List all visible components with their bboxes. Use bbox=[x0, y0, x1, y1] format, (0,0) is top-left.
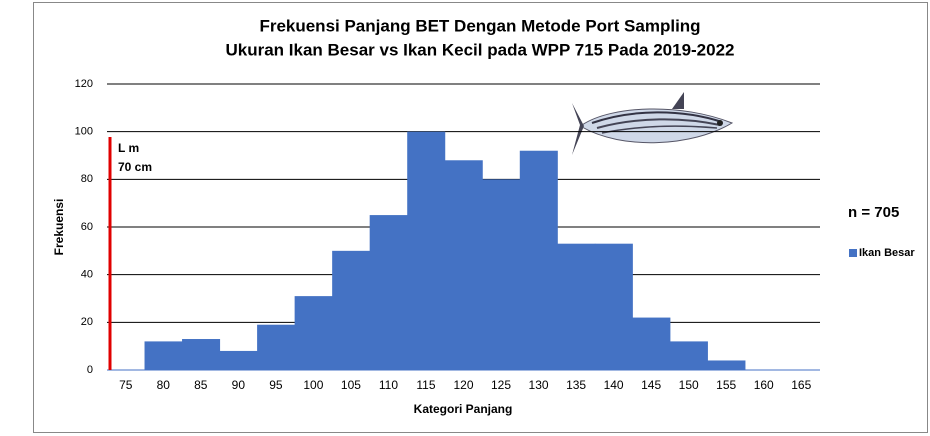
x-tick-label: 125 bbox=[491, 378, 511, 392]
x-tick-label: 135 bbox=[566, 378, 586, 392]
x-tick-label: 85 bbox=[194, 378, 208, 392]
x-tick-label: 75 bbox=[119, 378, 133, 392]
x-tick-label: 90 bbox=[232, 378, 246, 392]
x-tick-label: 105 bbox=[341, 378, 361, 392]
x-tick-label: 130 bbox=[529, 378, 549, 392]
bar bbox=[482, 179, 521, 370]
bar bbox=[669, 341, 708, 370]
x-axis-label: Kategori Panjang bbox=[414, 402, 513, 416]
legend-swatch bbox=[849, 249, 857, 257]
bar bbox=[332, 250, 371, 370]
fish-icon bbox=[572, 92, 734, 155]
bar bbox=[144, 341, 183, 370]
x-tick-label: 165 bbox=[791, 378, 811, 392]
x-tick-label: 150 bbox=[679, 378, 699, 392]
bar bbox=[444, 160, 483, 370]
chart-title: Ukuran Ikan Besar vs Ikan Kecil pada WPP… bbox=[225, 40, 734, 59]
x-tick-label: 80 bbox=[157, 378, 171, 392]
x-tick-label: 140 bbox=[604, 378, 624, 392]
bar bbox=[182, 339, 221, 370]
annotation: n = 705 bbox=[848, 204, 899, 221]
x-tick-label: 95 bbox=[269, 378, 283, 392]
x-tick-label: 100 bbox=[303, 378, 323, 392]
y-axis-label: Frekuensi bbox=[52, 199, 66, 256]
y-tick-label: 60 bbox=[81, 221, 93, 233]
x-tick-label: 160 bbox=[754, 378, 774, 392]
bar bbox=[519, 150, 558, 370]
x-tick-label: 115 bbox=[416, 378, 435, 392]
y-tick-label: 120 bbox=[75, 78, 93, 90]
bar bbox=[594, 243, 633, 370]
x-tick-label: 145 bbox=[641, 378, 661, 392]
bar bbox=[407, 131, 446, 370]
x-tick-label: 110 bbox=[379, 378, 398, 392]
y-tick-label: 100 bbox=[75, 126, 93, 138]
bar bbox=[632, 317, 671, 370]
annotation: L m bbox=[118, 141, 139, 155]
x-tick-label: 120 bbox=[453, 378, 473, 392]
bar bbox=[257, 324, 296, 370]
y-tick-label: 40 bbox=[81, 269, 93, 281]
y-tick-label: 80 bbox=[81, 173, 93, 185]
x-tick-label: 155 bbox=[716, 378, 736, 392]
chart-title: Frekuensi Panjang BET Dengan Metode Port… bbox=[259, 16, 700, 35]
bar bbox=[707, 360, 746, 370]
y-tick-label: 0 bbox=[87, 364, 93, 376]
legend-label: Ikan Besar bbox=[859, 247, 915, 259]
annotation: 70 cm bbox=[118, 160, 152, 174]
bar bbox=[557, 243, 596, 370]
bar bbox=[369, 215, 408, 370]
bar bbox=[219, 350, 258, 370]
bar bbox=[294, 296, 333, 370]
y-tick-label: 20 bbox=[81, 316, 93, 328]
